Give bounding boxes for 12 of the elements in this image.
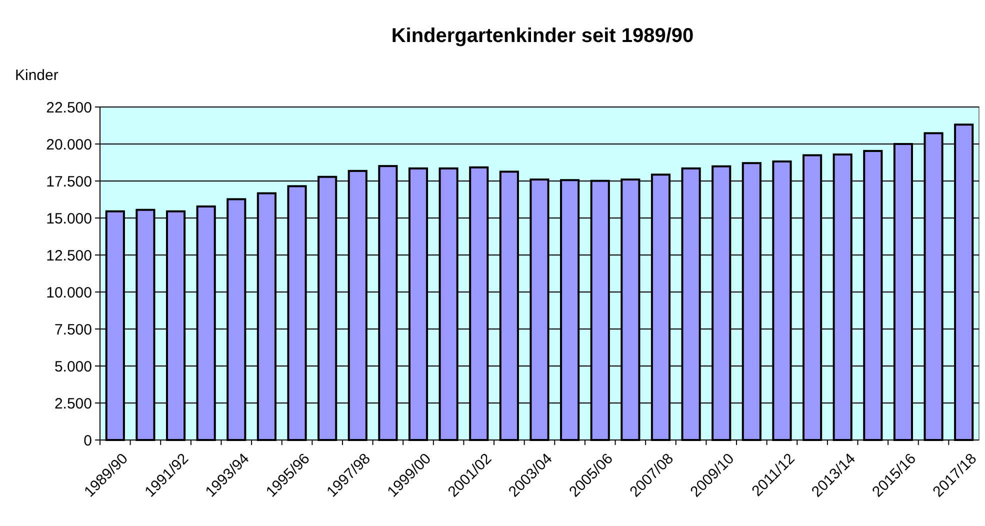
y-tick-label: 2.500 (54, 395, 92, 412)
y-tick-label: 22.500 (46, 99, 92, 116)
y-tick-label: 0 (84, 432, 92, 450)
y-tick-label: 12.500 (46, 247, 92, 264)
y-tick-label: 17.500 (46, 173, 92, 190)
y-tick-label: 10.000 (46, 284, 92, 302)
y-tick-label: 7.500 (54, 321, 92, 338)
chart-title: Kindergartenkinder seit 1989/90 (391, 25, 694, 47)
y-tick-label: 15.000 (46, 210, 92, 228)
y-axis-title: Kinder (15, 67, 58, 84)
y-tick-label: 20.000 (46, 136, 92, 154)
y-tick-label: 5.000 (54, 358, 92, 376)
